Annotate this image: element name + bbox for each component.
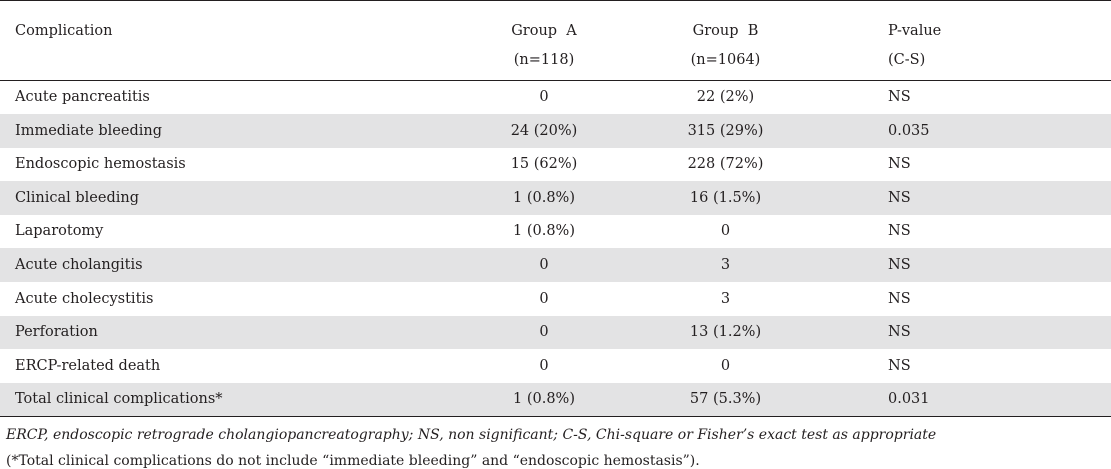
header-complication: Complication <box>0 0 290 81</box>
row-group-a: 1 (0.8%) <box>513 223 575 240</box>
row-group-b: 0 <box>720 223 731 240</box>
complications-table: Complication Group A (n=118) Group B (n=… <box>0 0 1111 417</box>
row-group-b: 16 (1.5%) <box>689 189 762 206</box>
row-group-a: 0 <box>539 89 549 106</box>
table-header: Complication Group A (n=118) Group B (n=… <box>0 0 1111 81</box>
row-complication: Acute pancreatitis <box>15 89 150 106</box>
table-row: Clinical bleeding 1 (0.8%) 16 (1.5%) NS <box>0 181 1111 215</box>
row-pvalue: NS <box>888 290 911 307</box>
row-pvalue: 0.035 <box>888 122 930 139</box>
table-row: Acute cholecystitis 0 3 NS <box>0 282 1111 316</box>
row-group-b: 22 (2%) <box>696 89 755 106</box>
header-group-b: Group B (n=1064) <box>680 0 873 81</box>
header-group-a: Group A (n=118) <box>290 0 680 81</box>
row-complication: Acute cholangitis <box>15 257 143 274</box>
row-pvalue: NS <box>888 156 911 173</box>
table-row: Total clinical complications* 1 (0.8%) 5… <box>0 382 1111 417</box>
row-complication: Perforation <box>15 324 98 341</box>
row-group-b: 315 (29%) <box>687 122 764 139</box>
row-complication: Laparotomy <box>15 223 104 240</box>
table-body: Acute pancreatitis 0 22 (2%) NS Immediat… <box>0 81 1111 417</box>
header-group-a-label: Group A <box>511 23 577 39</box>
header-row: Complication Group A (n=118) Group B (n=… <box>0 0 1111 81</box>
row-pvalue: NS <box>888 257 911 274</box>
row-group-b: 13 (1.2%) <box>689 324 762 341</box>
row-pvalue: 0.031 <box>873 382 1111 417</box>
table-row: Endoscopic hemostasis 15 (62%) 228 (72%)… <box>0 148 1111 182</box>
header-group-b-n: (n=1064) <box>690 52 761 68</box>
header-pvalue-sub: (C-S) <box>888 52 926 68</box>
row-group-b: 3 <box>720 257 731 274</box>
header-group-a-n: (n=118) <box>513 52 575 68</box>
row-group-a: 0 <box>539 357 549 374</box>
row-group-a: 1 (0.8%) <box>513 189 575 206</box>
row-group-a: 24 (20%) <box>510 122 578 139</box>
table-row: Perforation 0 13 (1.2%) NS <box>0 315 1111 350</box>
row-pvalue: NS <box>888 324 911 341</box>
row-complication: Acute cholecystitis <box>15 290 154 307</box>
row-group-a: 1 (0.8%) <box>290 382 680 417</box>
row-group-a: 0 <box>539 324 549 341</box>
header-group-b-label: Group B <box>692 23 759 39</box>
row-group-a: 0 <box>539 257 549 274</box>
row-complication: Clinical bleeding <box>15 189 139 206</box>
row-pvalue: NS <box>888 223 911 240</box>
table-row: Immediate bleeding 24 (20%) 315 (29%) 0.… <box>0 114 1111 148</box>
table-row: Acute cholangitis 0 3 NS <box>0 248 1111 283</box>
table-row: Laparotomy 1 (0.8%) 0 NS <box>0 215 1111 249</box>
row-group-b: 3 <box>720 290 731 307</box>
footnote-abbreviations: ERCP, endoscopic retrograde cholangiopan… <box>6 426 937 443</box>
table-row: ERCP-related death 0 0 NS <box>0 349 1111 383</box>
row-complication: ERCP-related death <box>15 357 161 374</box>
row-group-a: 15 (62%) <box>510 156 578 173</box>
header-complication-label: Complication <box>15 23 113 39</box>
row-complication: Endoscopic hemostasis <box>15 156 186 173</box>
row-group-a: 0 <box>539 290 549 307</box>
row-complication: Total clinical complications* <box>0 382 290 417</box>
header-pvalue: P-value (C-S) <box>873 0 1111 81</box>
row-pvalue: NS <box>888 189 911 206</box>
footnote-asterisk: (*Total clinical complications do not in… <box>6 452 700 469</box>
table-row: Acute pancreatitis 0 22 (2%) NS <box>0 81 1111 115</box>
row-pvalue: NS <box>888 357 911 374</box>
row-pvalue: NS <box>888 89 911 106</box>
row-group-b: 228 (72%) <box>687 156 764 173</box>
row-group-b: 0 <box>720 357 731 374</box>
row-complication: Immediate bleeding <box>15 122 163 139</box>
row-group-b: 57 (5.3%) <box>680 382 873 417</box>
header-pvalue-label: P-value <box>888 23 942 39</box>
